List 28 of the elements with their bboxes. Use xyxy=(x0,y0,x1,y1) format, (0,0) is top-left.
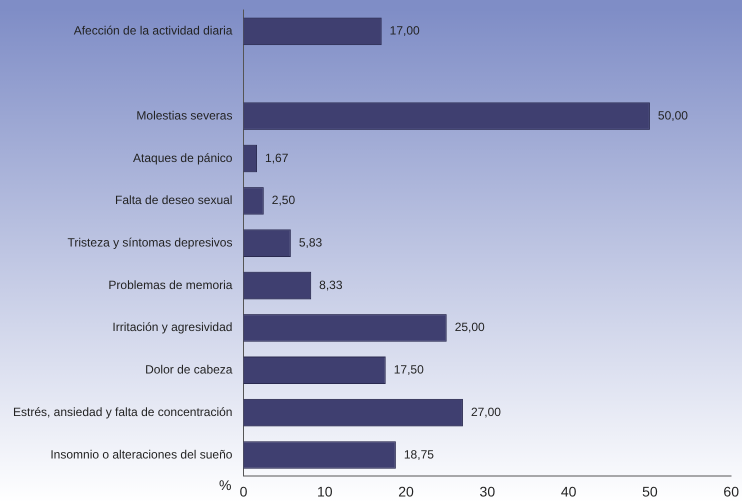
data-label: 25,00 xyxy=(454,320,486,334)
data-label: 50,00 xyxy=(658,108,688,122)
data-label: 5,83 xyxy=(298,236,323,250)
y-tick-label: Estrés, ansiedad y falta de concentración xyxy=(12,404,232,419)
y-tick-label: Irritación y agresividad xyxy=(112,320,232,334)
y-tick-label: Dolor de cabeza xyxy=(145,362,233,377)
y-tick-label: Problemas de memoria xyxy=(108,278,233,292)
x-tick-label: 10 xyxy=(316,483,333,500)
x-tick-label: 60 xyxy=(723,483,740,500)
y-tick-label: Falta de deseo sexual xyxy=(115,193,232,208)
data-label: 18,75 xyxy=(404,447,434,462)
y-tick-label: Afección de la actividad diaria xyxy=(74,24,233,38)
x-tick-label: 40 xyxy=(560,483,577,500)
data-label: 8,33 xyxy=(319,278,343,292)
data-label: 17,00 xyxy=(390,24,420,38)
x-tick-label: 0 xyxy=(240,483,248,500)
x-tick-label: 30 xyxy=(480,483,496,500)
data-label: 27,00 xyxy=(470,404,502,419)
data-label: 1,67 xyxy=(265,150,289,165)
x-axis-title: % xyxy=(219,477,232,494)
x-tick-label: 20 xyxy=(398,483,414,500)
y-tick-label: Molestias severas xyxy=(136,108,232,122)
y-tick-label: Insomnio o alteraciones del sueño xyxy=(50,447,233,462)
y-tick-label: Ataques de pánico xyxy=(133,150,233,165)
x-tick-label: 50 xyxy=(642,483,658,500)
y-tick-label: Tristeza y síntomas depresivos xyxy=(68,236,232,250)
data-label: 17,50 xyxy=(394,362,424,377)
data-label: 2,50 xyxy=(272,193,296,208)
